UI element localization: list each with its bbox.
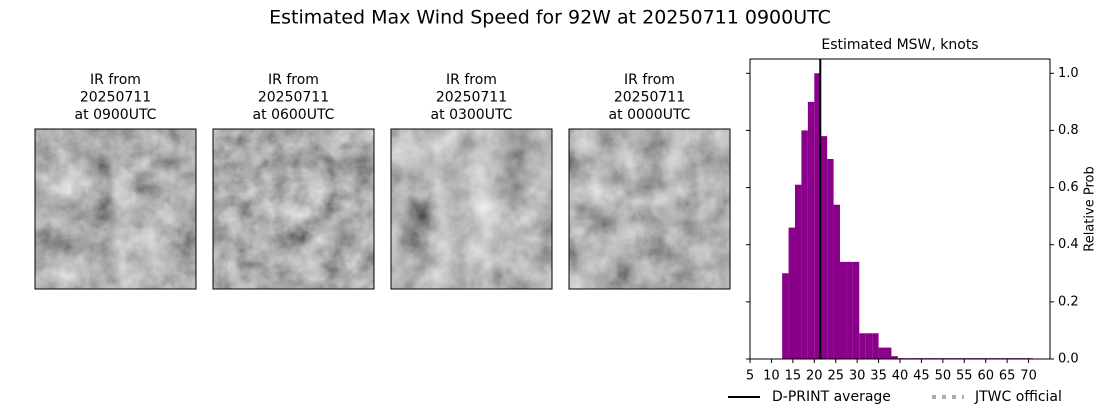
panel-title: IR from <box>90 72 141 88</box>
panel-title: IR from <box>268 72 319 88</box>
ir-frame <box>34 128 197 290</box>
panel-title: at 0600UTC <box>253 107 335 123</box>
bar <box>795 184 802 359</box>
bar <box>833 204 840 359</box>
panel-title: 20250711 <box>436 90 507 106</box>
x-tick-label: 65 <box>999 369 1016 384</box>
bar <box>852 261 860 359</box>
y-tick-label: 1.0 <box>1058 66 1079 81</box>
ir-frame <box>390 128 553 290</box>
panel-title: at 0000UTC <box>609 107 691 123</box>
y-axis-label: Relative Prob <box>1083 166 1098 251</box>
ir-image <box>391 129 552 289</box>
y-tick-label: 0.2 <box>1058 294 1079 309</box>
bar <box>820 136 828 359</box>
x-tick-label: 70 <box>1020 369 1037 384</box>
ir-frame <box>568 128 731 290</box>
bar <box>885 347 892 359</box>
y-tick-label: 0.6 <box>1058 180 1079 195</box>
x-tick-label: 60 <box>977 369 994 384</box>
bar <box>846 261 853 359</box>
bar <box>859 333 866 359</box>
bar <box>865 333 873 359</box>
legend-label: JTWC official <box>974 389 1062 405</box>
x-tick-label: 15 <box>785 369 802 384</box>
y-tick-label: 0.8 <box>1058 123 1079 138</box>
y-tick-label: 0.0 <box>1058 352 1079 367</box>
ir-images <box>34 128 731 290</box>
chart-title: Estimated MSW, knots <box>821 37 978 53</box>
ir-image <box>35 129 196 289</box>
x-tick-label: 30 <box>849 369 866 384</box>
bar <box>801 130 808 359</box>
panel-title: 20250711 <box>614 90 685 106</box>
x-tick-label: 25 <box>827 369 844 384</box>
ir-frame <box>212 128 375 290</box>
x-tick-label: 10 <box>763 369 780 384</box>
panel-title: 20250711 <box>258 90 329 106</box>
bar <box>878 347 885 359</box>
x-tick-label: 45 <box>913 369 930 384</box>
ir-image <box>213 129 374 289</box>
x-tick-label: 55 <box>956 369 973 384</box>
x-tick-label: 5 <box>746 369 754 384</box>
panel-title: 20250711 <box>80 90 151 106</box>
x-tick-label: 35 <box>870 369 887 384</box>
bar <box>807 101 815 359</box>
x-tick-label: 50 <box>935 369 952 384</box>
ir-image <box>569 129 730 289</box>
bar <box>891 356 898 359</box>
figure-title: Estimated Max Wind Speed for 92W at 2025… <box>269 7 831 29</box>
legend-label: D-PRINT average <box>772 389 891 405</box>
panel-title: IR from <box>446 72 497 88</box>
panel-title: at 0300UTC <box>431 107 513 123</box>
bar <box>814 73 821 360</box>
panel-title: at 0900UTC <box>75 107 157 123</box>
x-tick-label: 20 <box>806 369 823 384</box>
x-tick-label: 40 <box>892 369 909 384</box>
y-tick-label: 0.4 <box>1058 237 1079 252</box>
bar <box>827 159 834 359</box>
bar <box>782 273 789 359</box>
panel-title: IR from <box>624 72 675 88</box>
bar <box>840 261 847 359</box>
bar <box>788 227 795 359</box>
bar <box>872 333 879 359</box>
